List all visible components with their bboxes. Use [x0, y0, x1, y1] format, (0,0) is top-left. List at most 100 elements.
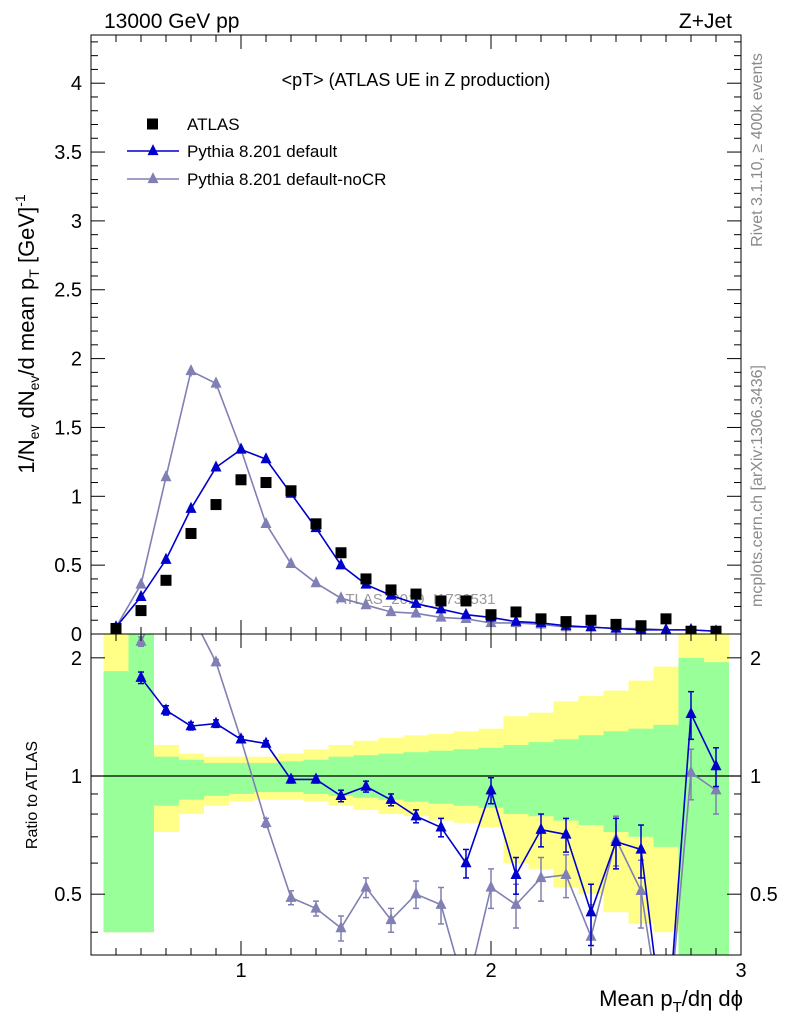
y-tick-label: 4	[71, 73, 82, 95]
ratio-point-nocr	[260, 815, 272, 827]
data-point-atlas	[235, 474, 247, 486]
data-point-atlas	[360, 573, 372, 585]
data-point-default	[210, 460, 222, 472]
ratio-point-nocr	[410, 887, 422, 899]
ratio-point-default	[610, 834, 622, 846]
uncertainty-band-stat	[503, 744, 529, 815]
uncertainty-band-stat	[528, 742, 554, 817]
ratio-y-tick-label-right: 1	[750, 766, 761, 788]
data-point-default	[260, 452, 272, 464]
ratio-point-default	[585, 905, 597, 917]
ratio-x-tick-label: 2	[485, 960, 496, 982]
ratio-point-default	[135, 670, 147, 682]
legend-nocr-marker	[147, 172, 159, 184]
data-point-atlas	[310, 518, 322, 530]
ratio-x-axis-label: Mean pT/dη dϕ	[599, 986, 743, 1016]
main-plot-title: <pT> (ATLAS UE in Z production)	[282, 70, 551, 90]
data-point-atlas	[185, 527, 197, 539]
data-point-nocr	[385, 605, 397, 617]
ratio-point-default	[285, 772, 297, 784]
data-point-default	[510, 614, 522, 626]
ratio-point-nocr	[285, 890, 297, 902]
data-point-atlas	[435, 595, 447, 607]
uncertainty-band-stat	[578, 735, 604, 826]
data-point-default	[160, 552, 172, 564]
ratio-point-default	[510, 867, 522, 880]
data-point-atlas	[335, 547, 347, 559]
header-process-label: Z+Jet	[679, 10, 732, 33]
ratio-axis-ticks: 0.5 0.5 1 1 2 2 1 2 3	[54, 634, 778, 982]
ratio-point-default	[235, 732, 247, 744]
ratio-point-nocr	[335, 921, 347, 933]
ratio-point-nocr	[385, 913, 397, 925]
uncertainty-band-stat	[403, 752, 429, 802]
ratio-point-default	[335, 788, 347, 801]
ratio-plot-content	[91, 634, 741, 955]
uncertainty-band-stat	[103, 671, 129, 933]
ratio-point-default	[210, 716, 222, 728]
ratio-point-nocr	[560, 867, 572, 880]
ratio-point-default	[310, 772, 322, 784]
data-point-atlas	[460, 595, 472, 607]
ratio-point-nocr	[310, 901, 322, 913]
uncertainty-band-stat	[153, 756, 179, 806]
data-point-default	[235, 442, 247, 454]
ratio-x-tick-label: 1	[235, 960, 246, 982]
data-point-nocr	[260, 516, 272, 529]
ratio-panel: 0.5 0.5 1 1 2 2 1 2 3 Ratio to ATLAS Mean pT/dη …	[24, 633, 778, 1016]
ratio-point-default	[260, 736, 272, 748]
data-point-atlas	[260, 477, 272, 489]
legend-atlas-label: ATLAS	[187, 115, 240, 134]
ratio-point-default	[410, 809, 422, 821]
y-tick-label: 3	[71, 211, 82, 233]
ratio-line-nocr	[140, 634, 717, 955]
data-point-atlas	[135, 605, 147, 617]
uncertainty-band-stat	[428, 750, 454, 804]
data-point-default	[185, 501, 197, 513]
data-point-atlas	[285, 485, 297, 497]
mcplots-reference-label: mcplots.cern.ch [arXiv:1306.3436]	[749, 365, 766, 607]
ratio-y-tick-label-right: 2	[750, 648, 761, 670]
ratio-point-default	[435, 820, 447, 832]
ratio-point-default	[160, 703, 172, 715]
y-tick-label: 1.5	[54, 417, 82, 439]
main-legend: ATLAS Pythia 8.201 default Pythia 8.201 de…	[127, 115, 386, 189]
uncertainty-band-stat	[178, 759, 204, 800]
uncertainty-band-stat	[553, 739, 579, 821]
ratio-point-default	[385, 792, 397, 804]
data-point-nocr	[410, 606, 422, 618]
data-point-default	[335, 558, 347, 570]
ratio-point-default	[560, 827, 572, 839]
legend-nocr-label: Pythia 8.201 default-noCR	[187, 170, 386, 189]
data-point-atlas	[585, 614, 597, 626]
ratio-point-default	[535, 822, 547, 834]
header-energy-label: 13000 GeV pp	[104, 10, 239, 33]
rivet-version-label: Rivet 3.1.10, ≥ 400k events	[749, 53, 766, 247]
main-plot-content: ATLAS_2019_I1736531	[110, 364, 722, 637]
ratio-point-default	[460, 856, 472, 868]
ratio-point-nocr	[210, 655, 222, 667]
ratio-point-nocr	[360, 880, 372, 892]
ratio-point-nocr	[510, 897, 522, 909]
data-point-default	[410, 596, 422, 608]
data-point-nocr	[335, 591, 347, 603]
data-point-default	[135, 589, 147, 602]
ratio-point-default	[485, 783, 497, 795]
uncertainty-band-stat	[603, 731, 629, 833]
data-point-nocr	[310, 576, 322, 588]
ratio-y-tick-label: 0.5	[54, 884, 82, 906]
data-point-atlas	[485, 609, 497, 621]
main-y-axis-label: 1/Nev dNev/d mean pT [GeV]-1	[12, 194, 42, 474]
ratio-point-default	[635, 842, 647, 854]
ratio-point-default	[185, 719, 197, 731]
y-tick-label: 0	[71, 624, 82, 646]
ratio-point-nocr	[710, 783, 722, 795]
data-point-atlas	[410, 588, 422, 600]
data-point-default	[460, 607, 472, 619]
data-point-atlas	[660, 613, 672, 625]
ratio-point-default	[685, 706, 697, 719]
data-point-atlas	[560, 616, 572, 628]
y-tick-label: 3.5	[54, 142, 82, 164]
